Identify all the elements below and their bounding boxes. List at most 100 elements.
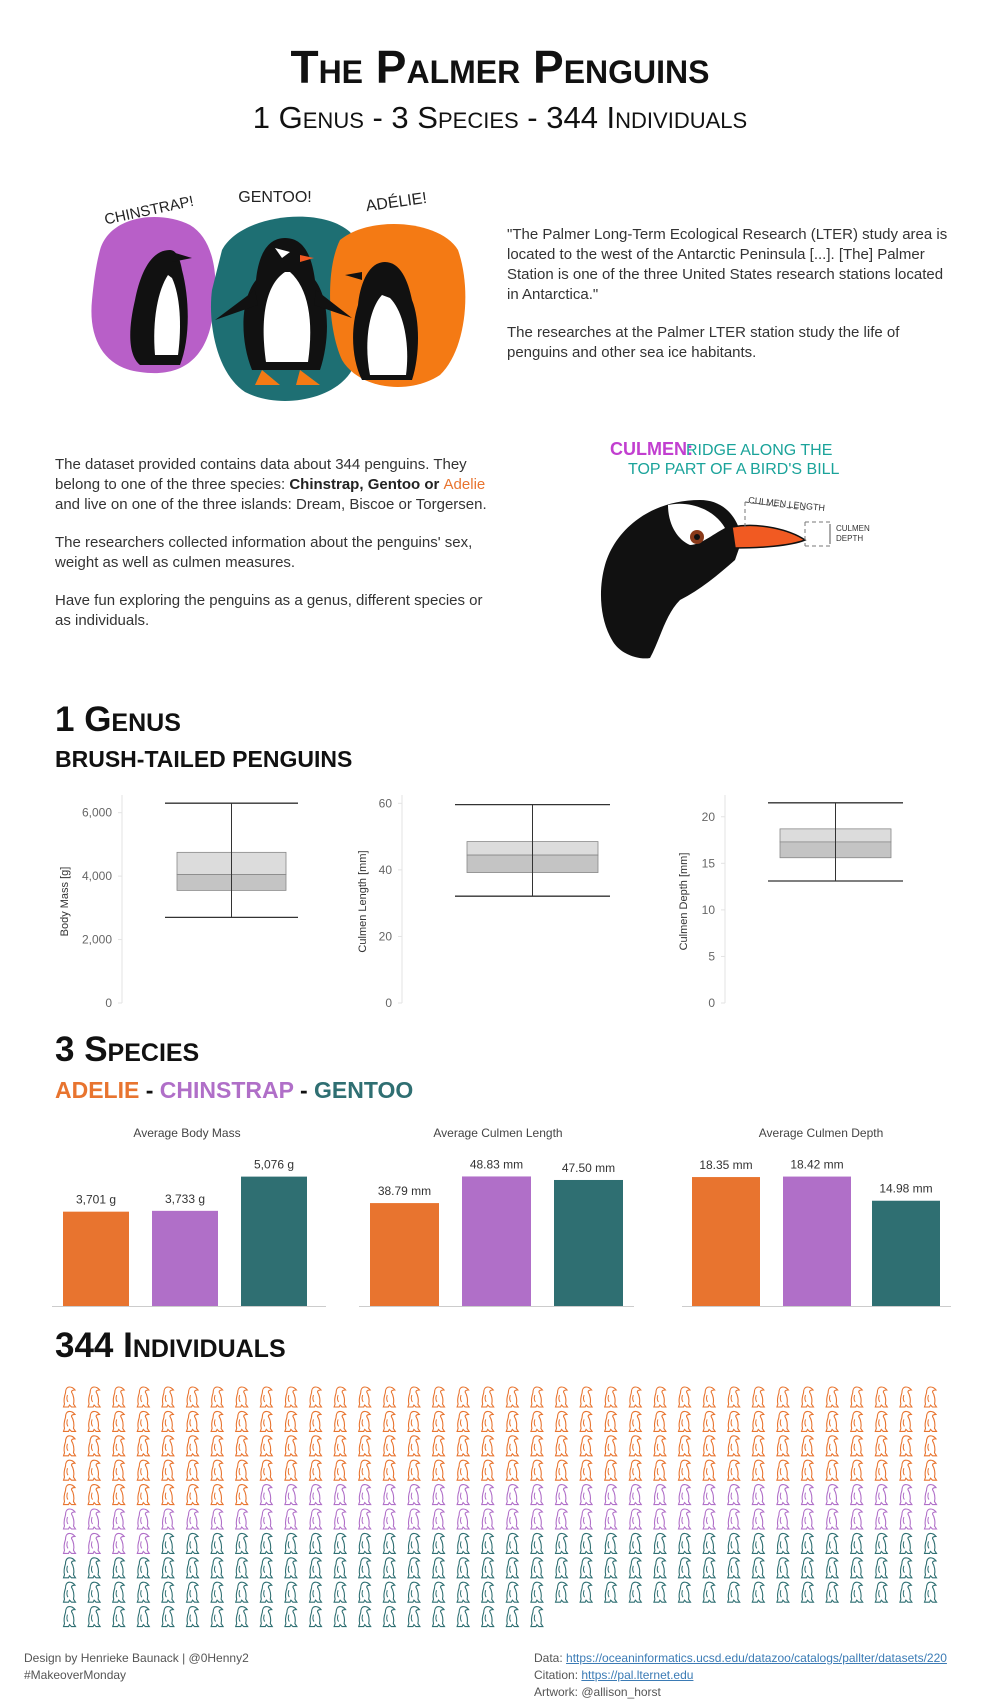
- penguin-icon: [776, 1508, 790, 1530]
- section-subtitle: ADELIE - CHINSTRAP - GENTOO: [55, 1077, 413, 1104]
- penguin-icon: [604, 1410, 618, 1432]
- penguin-icon: [259, 1410, 273, 1432]
- penguin-icon: [136, 1557, 150, 1579]
- penguin-icon: [210, 1606, 224, 1628]
- penguin-icon: [210, 1532, 224, 1554]
- penguin-icon: [505, 1386, 519, 1408]
- penguin-icon: [825, 1410, 839, 1432]
- penguin-icon: [554, 1410, 569, 1432]
- penguin-icon: [112, 1532, 126, 1554]
- separator: -: [145, 1077, 154, 1103]
- penguin-icon: [62, 1581, 77, 1603]
- penguin-icon: [382, 1581, 396, 1603]
- species-units: [62, 1386, 938, 1506]
- penguin-icon: [579, 1459, 593, 1481]
- penguin-icon: [333, 1557, 347, 1579]
- link[interactable]: https://oceaninformatics.ucsd.edu/datazo…: [566, 1651, 947, 1665]
- penguin-icon: [358, 1606, 372, 1628]
- y-tick-label: 10: [702, 903, 716, 917]
- penguin-icon: [751, 1557, 765, 1579]
- penguin-icon: [456, 1606, 470, 1628]
- penguin-icon: [874, 1459, 888, 1481]
- penguin-icon: [751, 1410, 765, 1432]
- penguin-icon: [481, 1532, 495, 1554]
- penguin-icon: [874, 1532, 888, 1554]
- penguin-icon: [407, 1386, 421, 1408]
- bar: [241, 1176, 307, 1306]
- penguin-icon: [727, 1484, 741, 1506]
- penguin-icon: [481, 1386, 495, 1408]
- penguin-icon: [112, 1581, 126, 1603]
- penguin-icon: [112, 1459, 126, 1481]
- penguin-icon: [530, 1606, 544, 1628]
- penguin-icon: [899, 1508, 913, 1530]
- penguin-icon: [456, 1459, 470, 1481]
- penguin-icon: [87, 1581, 101, 1603]
- penguin-icon: [235, 1606, 249, 1628]
- penguin-icon: [850, 1581, 864, 1603]
- chart-title: Average Body Mass: [133, 1126, 240, 1140]
- y-tick-label: 60: [379, 796, 393, 810]
- penguin-icon: [382, 1484, 396, 1506]
- penguin-icon: [284, 1435, 298, 1457]
- penguin-icon: [800, 1435, 815, 1457]
- paragraph: The researchers collected information ab…: [55, 534, 473, 571]
- penguin-icon: [87, 1508, 101, 1530]
- culmen-line: RIDGE ALONG THE: [686, 442, 832, 459]
- penguin-icon: [481, 1581, 495, 1603]
- penguin-icon: [776, 1581, 790, 1603]
- penguin-icon: [112, 1410, 126, 1432]
- penguin-icon: [87, 1484, 101, 1506]
- y-tick-label: 4,000: [82, 869, 112, 883]
- penguin-icon: [579, 1532, 593, 1554]
- penguin-icon: [259, 1606, 273, 1628]
- penguin-icon: [382, 1532, 396, 1554]
- culmen-title: CULMEN:: [610, 439, 693, 459]
- penguin-icon: [505, 1508, 519, 1530]
- penguin-icon: [87, 1459, 101, 1481]
- penguin-icon: [874, 1581, 888, 1603]
- penguin-icon: [382, 1557, 396, 1579]
- penguin-icon: [333, 1508, 347, 1530]
- penguin-icon: [776, 1557, 790, 1579]
- penguin-icon: [653, 1508, 667, 1530]
- penguin-icon: [62, 1410, 77, 1432]
- label: Data:: [534, 1651, 563, 1665]
- penguin-icon: [776, 1435, 790, 1457]
- penguin-icon: [431, 1435, 446, 1457]
- penguin-icon: [604, 1435, 618, 1457]
- penguin-icon: [161, 1606, 175, 1628]
- link[interactable]: https://pal.lternet.edu: [581, 1668, 694, 1682]
- penguin-icon: [185, 1484, 200, 1506]
- penguin-icon: [653, 1410, 667, 1432]
- penguin-icon: [161, 1459, 175, 1481]
- penguin-icon: [62, 1557, 77, 1579]
- penguin-icon: [136, 1435, 150, 1457]
- penguin-icon: [850, 1484, 864, 1506]
- y-tick-label: 40: [379, 863, 393, 877]
- penguin-icon: [628, 1386, 642, 1408]
- penguin-icon: [800, 1508, 815, 1530]
- culmen-line: TOP PART OF A BIRD'S BILL: [628, 461, 840, 478]
- penguin-icon: [210, 1410, 224, 1432]
- penguin-icon: [850, 1532, 864, 1554]
- penguin-icon: [923, 1459, 938, 1481]
- penguin-icon: [850, 1410, 864, 1432]
- penguin-icon: [628, 1532, 642, 1554]
- section-title: 1 Genus: [55, 700, 181, 739]
- penguin-icon: [727, 1581, 741, 1603]
- penguin-icon: [727, 1410, 741, 1432]
- penguin-icon: [358, 1557, 372, 1579]
- section-title: 344 Individuals: [55, 1326, 286, 1365]
- penguin-icon: [677, 1459, 692, 1481]
- penguin-icon: [628, 1557, 642, 1579]
- value-label: 3,701 g: [76, 1193, 116, 1207]
- penguin-icon: [727, 1459, 741, 1481]
- penguin-icon: [358, 1410, 372, 1432]
- penguin-icon: [87, 1606, 101, 1628]
- source: Data: https://oceaninformatics.ucsd.edu/…: [534, 1650, 947, 1667]
- penguin-icon: [481, 1508, 495, 1530]
- penguin-icon: [259, 1459, 273, 1481]
- penguin-artwork: [91, 216, 466, 401]
- penguin-icon: [653, 1435, 667, 1457]
